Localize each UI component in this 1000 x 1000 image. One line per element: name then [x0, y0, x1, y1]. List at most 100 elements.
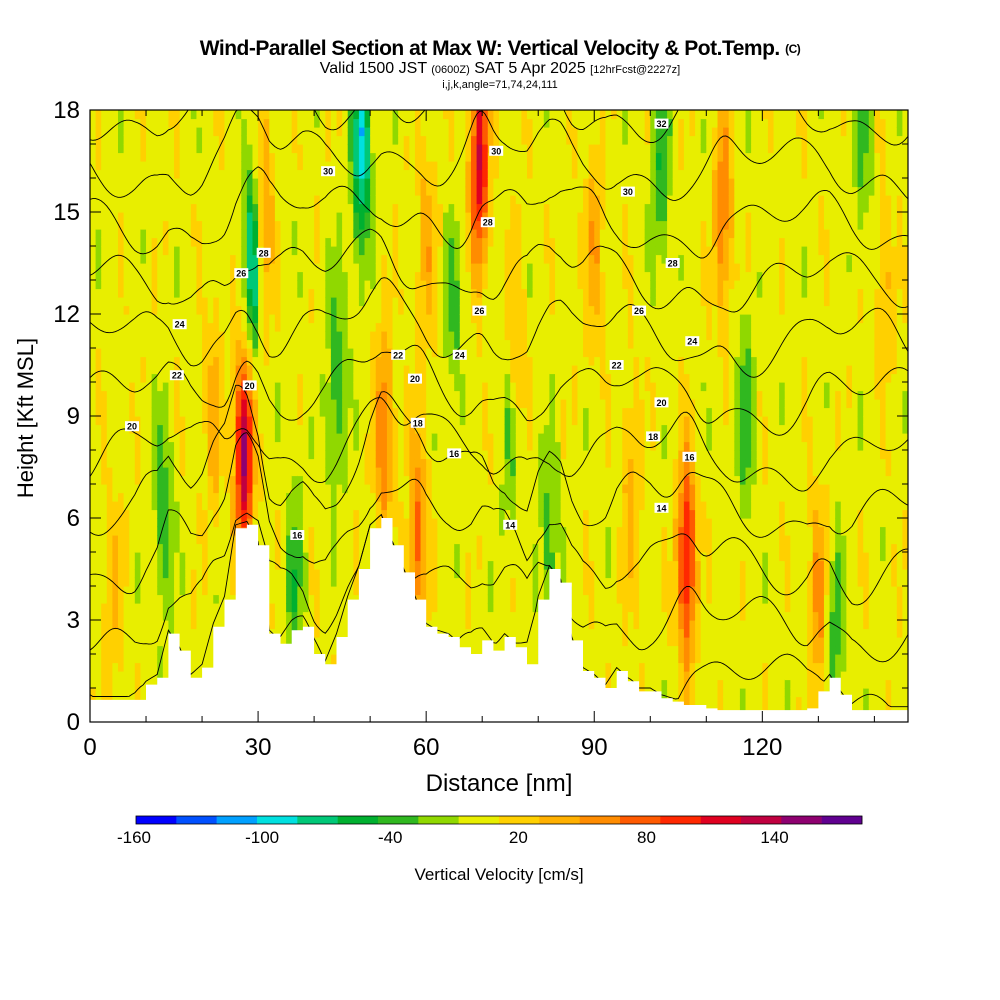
velocity-cell [157, 586, 164, 596]
velocity-cell [353, 127, 360, 137]
velocity-cell [470, 373, 478, 383]
velocity-cell [123, 518, 130, 528]
velocity-cell [476, 637, 483, 647]
velocity-cell [101, 518, 108, 528]
velocity-cell [375, 348, 382, 358]
velocity-cell [118, 373, 125, 383]
velocity-cell [157, 144, 164, 154]
velocity-cell [470, 586, 478, 596]
velocity-cell [386, 416, 394, 426]
velocity-cell [370, 441, 377, 451]
velocity-cell [168, 577, 175, 587]
velocity-cell [112, 424, 119, 434]
velocity-cell [409, 271, 416, 281]
velocity-cell [398, 263, 405, 273]
velocity-cell [140, 688, 147, 698]
velocity-cell [409, 441, 416, 451]
velocity-cell [308, 416, 315, 426]
velocity-cell [302, 144, 310, 154]
velocity-cell [280, 271, 287, 281]
velocity-cell [106, 118, 114, 128]
velocity-cell [392, 416, 399, 426]
velocity-cell [274, 178, 282, 188]
velocity-cell [375, 280, 382, 290]
velocity-cell [118, 492, 125, 502]
velocity-cell [442, 577, 450, 587]
velocity-cell [381, 433, 388, 443]
velocity-cell [291, 365, 298, 375]
velocity-cell [157, 229, 164, 239]
velocity-cell [398, 178, 405, 188]
velocity-cell [386, 246, 394, 256]
velocity-cell [190, 169, 198, 179]
velocity-cell [90, 246, 97, 256]
velocity-cell [241, 458, 248, 468]
velocity-cell [258, 365, 265, 375]
velocity-cell [162, 246, 170, 256]
velocity-cell [319, 118, 326, 128]
velocity-cell [286, 382, 293, 392]
velocity-cell [381, 322, 388, 332]
velocity-cell [308, 152, 315, 162]
velocity-cell [190, 144, 198, 154]
velocity-cell [246, 390, 254, 400]
velocity-cell [134, 288, 142, 298]
velocity-cell [190, 458, 198, 468]
velocity-cell [286, 416, 293, 426]
velocity-cell [140, 322, 147, 332]
velocity-cell [185, 331, 192, 341]
velocity-cell [162, 416, 170, 426]
velocity-cell [202, 492, 209, 502]
velocity-cell [426, 611, 433, 621]
velocity-cell [459, 586, 466, 596]
velocity-cell [151, 144, 158, 154]
velocity-cell [420, 535, 427, 545]
velocity-cell [308, 441, 315, 451]
velocity-cell [414, 195, 422, 205]
velocity-cell [151, 339, 158, 349]
velocity-cell [448, 305, 455, 315]
velocity-cell [224, 288, 231, 298]
velocity-cell [448, 518, 455, 528]
velocity-cell [146, 118, 153, 128]
velocity-cell [269, 382, 276, 392]
velocity-cell [196, 603, 203, 613]
velocity-cell [235, 416, 242, 426]
velocity-cell [398, 237, 405, 247]
velocity-cell [375, 501, 382, 511]
velocity-cell [252, 212, 259, 222]
velocity-cell [398, 203, 405, 213]
velocity-cell [157, 458, 164, 468]
velocity-cell [409, 246, 416, 256]
velocity-cell [280, 637, 287, 647]
velocity-cell [129, 441, 136, 451]
velocity-cell [414, 314, 422, 324]
velocity-cell [162, 586, 170, 596]
velocity-cell [258, 407, 265, 417]
velocity-cell [118, 637, 125, 647]
velocity-cell [291, 569, 298, 579]
velocity-cell [426, 127, 433, 137]
velocity-cell [190, 654, 198, 664]
velocity-cell [370, 475, 377, 485]
velocity-cell [319, 441, 326, 451]
velocity-cell [420, 339, 427, 349]
velocity-cell [168, 297, 175, 307]
velocity-cell [342, 365, 349, 375]
velocity-cell [280, 620, 287, 630]
velocity-cell [325, 305, 332, 315]
velocity-cell [168, 152, 175, 162]
velocity-cell [414, 535, 422, 545]
velocity-cell [106, 407, 114, 417]
velocity-cell [398, 127, 405, 137]
velocity-cell [392, 110, 399, 120]
velocity-cell [174, 220, 181, 230]
velocity-cell [280, 450, 287, 460]
velocity-cell [420, 212, 427, 222]
velocity-cell [134, 280, 142, 290]
velocity-cell [134, 509, 142, 519]
velocity-cell [386, 382, 394, 392]
velocity-cell [325, 492, 332, 502]
velocity-cell [308, 229, 315, 239]
velocity-cell [302, 424, 310, 434]
